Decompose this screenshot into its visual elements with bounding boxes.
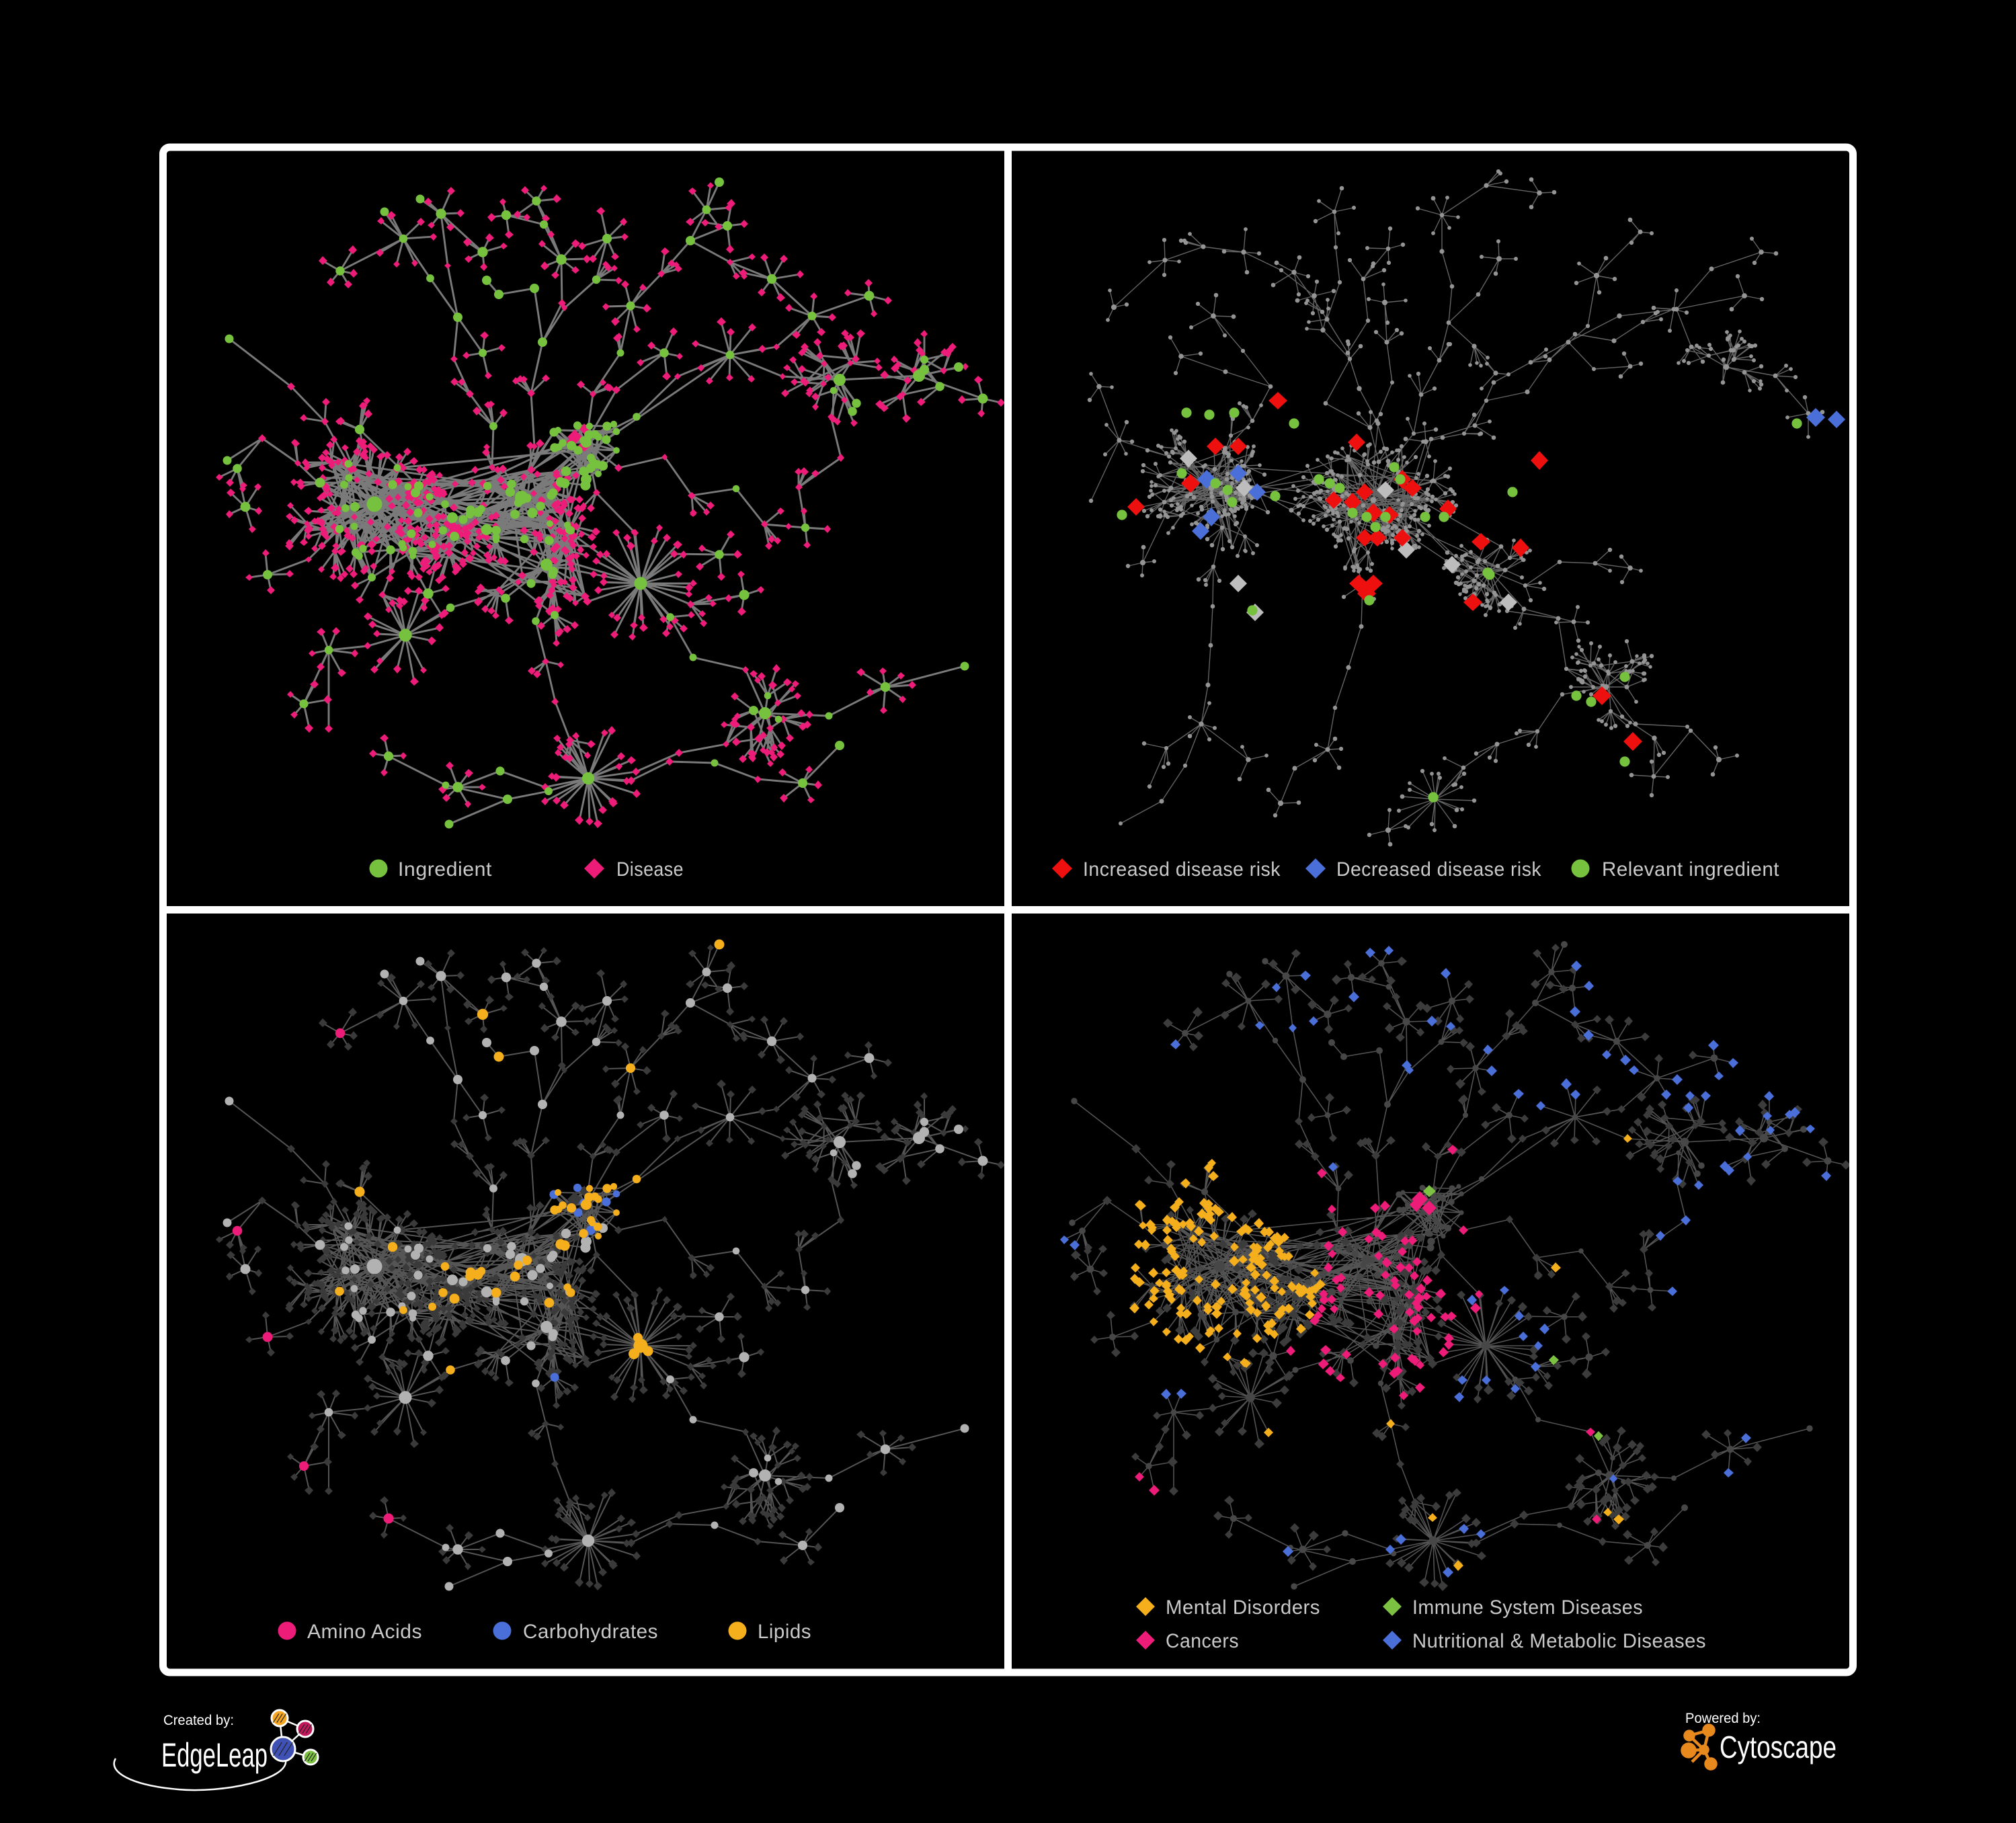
svg-text:Disease: Disease <box>616 858 684 881</box>
svg-text:Increased disease risk: Increased disease risk <box>1083 858 1281 881</box>
svg-text:Ingredient: Ingredient <box>398 858 492 881</box>
svg-text:Decreased disease risk: Decreased disease risk <box>1336 858 1541 881</box>
svg-text:Nutritional & Metabolic Diseas: Nutritional & Metabolic Diseases <box>1412 1630 1706 1652</box>
svg-text:Relevant ingredient: Relevant ingredient <box>1602 858 1779 881</box>
svg-text:Cancers: Cancers <box>1166 1630 1239 1652</box>
svg-text:Mental Disorders: Mental Disorders <box>1166 1596 1320 1619</box>
svg-text:Cytoscape: Cytoscape <box>1720 1730 1837 1765</box>
svg-text:Created by:: Created by: <box>163 1713 234 1728</box>
svg-text:Immune System Diseases: Immune System Diseases <box>1412 1596 1643 1619</box>
svg-text:Lipids: Lipids <box>758 1621 811 1643</box>
svg-text:EdgeLeap: EdgeLeap <box>161 1736 268 1774</box>
svg-text:Carbohydrates: Carbohydrates <box>523 1621 658 1643</box>
svg-text:Amino Acids: Amino Acids <box>307 1621 422 1643</box>
svg-text:Powered by:: Powered by: <box>1685 1711 1761 1726</box>
